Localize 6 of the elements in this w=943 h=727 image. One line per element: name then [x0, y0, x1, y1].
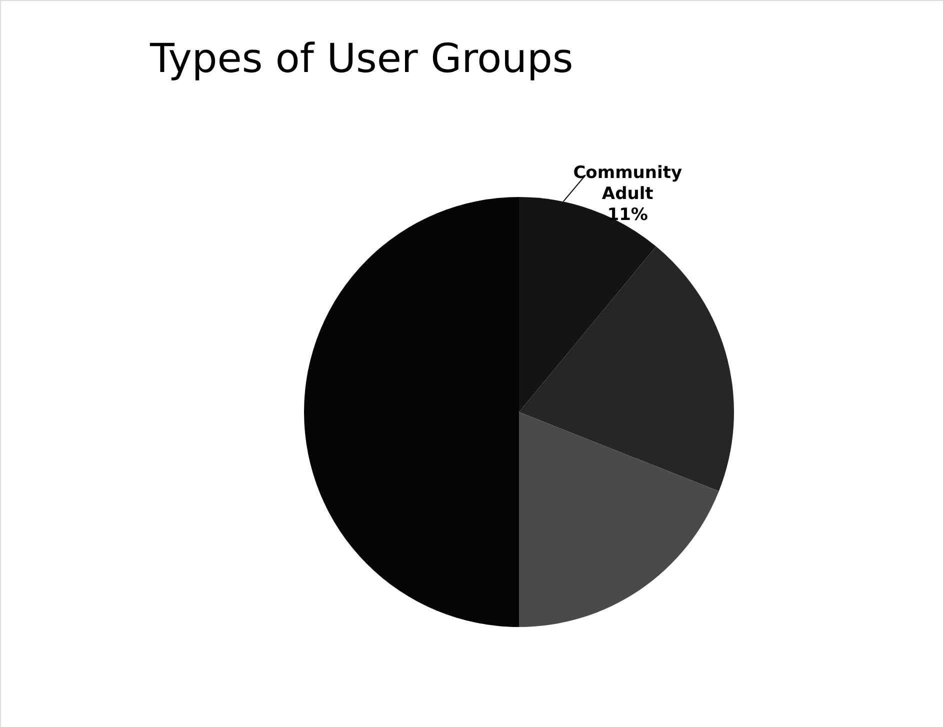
pie-slice [519, 412, 719, 627]
data-label: 11% [607, 205, 648, 225]
chart-title: Types of User Groups [149, 36, 574, 82]
pie-slice [304, 197, 519, 627]
pie-slice [519, 246, 734, 492]
slice-label: Community Adult [573, 163, 682, 204]
